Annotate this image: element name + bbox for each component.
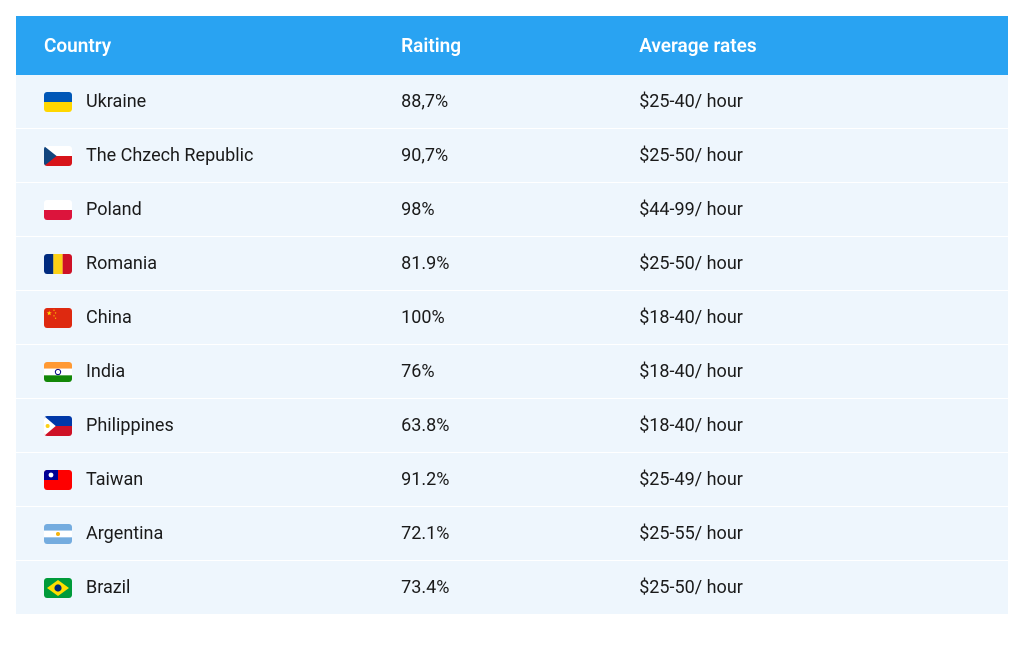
cell-rating: 100%: [373, 291, 611, 345]
cell-country: Ukraine: [16, 75, 373, 129]
cell-rates: $18-40/ hour: [611, 345, 1008, 399]
cell-country: Philippines: [16, 399, 373, 453]
cell-rating: 76%: [373, 345, 611, 399]
table-row: China 100%$18-40/ hour: [16, 291, 1008, 345]
country-name: India: [86, 361, 125, 382]
cell-rating: 88,7%: [373, 75, 611, 129]
country-name: Taiwan: [86, 469, 143, 490]
cell-rating: 73.4%: [373, 561, 611, 615]
brazil-flag-icon: [44, 578, 72, 598]
table-row: Ukraine 88,7%$25-40/ hour: [16, 75, 1008, 129]
cell-rating: 98%: [373, 183, 611, 237]
cell-rating: 90,7%: [373, 129, 611, 183]
taiwan-flag-icon: [44, 470, 72, 490]
cell-rates: $25-50/ hour: [611, 129, 1008, 183]
cell-rating: 72.1%: [373, 507, 611, 561]
country-name: Poland: [86, 199, 142, 220]
country-name: Brazil: [86, 577, 130, 598]
header-rates: Average rates: [611, 16, 1008, 75]
cell-rates: $25-49/ hour: [611, 453, 1008, 507]
cell-country: Poland: [16, 183, 373, 237]
cell-rating: 63.8%: [373, 399, 611, 453]
country-name: Ukraine: [86, 91, 146, 112]
ukraine-flag-icon: [44, 92, 72, 112]
header-rating: Raiting: [373, 16, 611, 75]
cell-rating: 81.9%: [373, 237, 611, 291]
table-header-row: Country Raiting Average rates: [16, 16, 1008, 75]
cell-country: India: [16, 345, 373, 399]
table-row: Argentina 72.1%$25-55/ hour: [16, 507, 1008, 561]
china-flag-icon: [44, 308, 72, 328]
country-name: The Chzech Republic: [86, 145, 253, 166]
cell-rates: $25-40/ hour: [611, 75, 1008, 129]
romania-flag-icon: [44, 254, 72, 274]
india-flag-icon: [44, 362, 72, 382]
poland-flag-icon: [44, 200, 72, 220]
country-name: Argentina: [86, 523, 163, 544]
argentina-flag-icon: [44, 524, 72, 544]
country-name: China: [86, 307, 132, 328]
cell-rates: $18-40/ hour: [611, 291, 1008, 345]
cell-country: The Chzech Republic: [16, 129, 373, 183]
table-row: Brazil 73.4%$25-50/ hour: [16, 561, 1008, 615]
cell-rates: $18-40/ hour: [611, 399, 1008, 453]
cell-country: Brazil: [16, 561, 373, 615]
cell-country: Argentina: [16, 507, 373, 561]
cell-rates: $25-50/ hour: [611, 561, 1008, 615]
table-body: Ukraine88,7%$25-40/ hourThe Chzech Repub…: [16, 75, 1008, 615]
czech-flag-icon: [44, 146, 72, 166]
table-row: Philippines 63.8%$18-40/ hour: [16, 399, 1008, 453]
table-row: Poland 98%$44-99/ hour: [16, 183, 1008, 237]
cell-rating: 91.2%: [373, 453, 611, 507]
table-row: India 76%$18-40/ hour: [16, 345, 1008, 399]
table-row: Taiwan 91.2%$25-49/ hour: [16, 453, 1008, 507]
cell-rates: $25-55/ hour: [611, 507, 1008, 561]
cell-country: Romania: [16, 237, 373, 291]
cell-rates: $44-99/ hour: [611, 183, 1008, 237]
cell-country: Taiwan: [16, 453, 373, 507]
cell-country: China: [16, 291, 373, 345]
country-name: Philippines: [86, 415, 174, 436]
cell-rates: $25-50/ hour: [611, 237, 1008, 291]
header-country: Country: [16, 16, 373, 75]
country-rates-table: Country Raiting Average rates Ukraine 88,…: [16, 16, 1008, 615]
table-row: The Chzech Republic 90,7%$25-50/ hour: [16, 129, 1008, 183]
table-row: Romania 81.9%$25-50/ hour: [16, 237, 1008, 291]
country-name: Romania: [86, 253, 157, 274]
philippines-flag-icon: [44, 416, 72, 436]
